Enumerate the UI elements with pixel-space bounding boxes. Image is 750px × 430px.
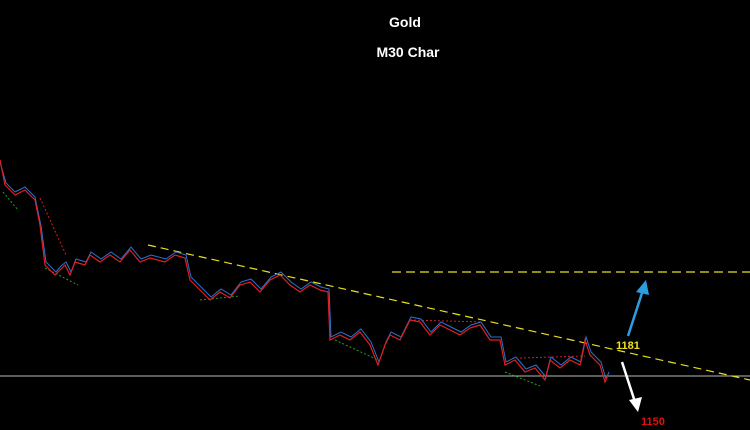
trendline [147, 244, 750, 381]
arrow-head [636, 280, 649, 295]
arrow-shaft [626, 289, 645, 337]
down-arrow [620, 361, 642, 412]
arrow-shaft [620, 361, 637, 403]
chart-subtitle: M30 Char [376, 44, 440, 60]
swing-line [519, 355, 586, 359]
swing-line [199, 295, 241, 301]
resistance-label: 1181 [616, 340, 640, 352]
price-line-down [0, 159, 609, 384]
swing-line [39, 197, 67, 256]
target-label: 1150 [641, 416, 665, 428]
chart-title: Gold [389, 14, 421, 30]
up-arrow [626, 280, 649, 337]
price-line-up [0, 161, 610, 381]
arrow-head [629, 397, 642, 412]
